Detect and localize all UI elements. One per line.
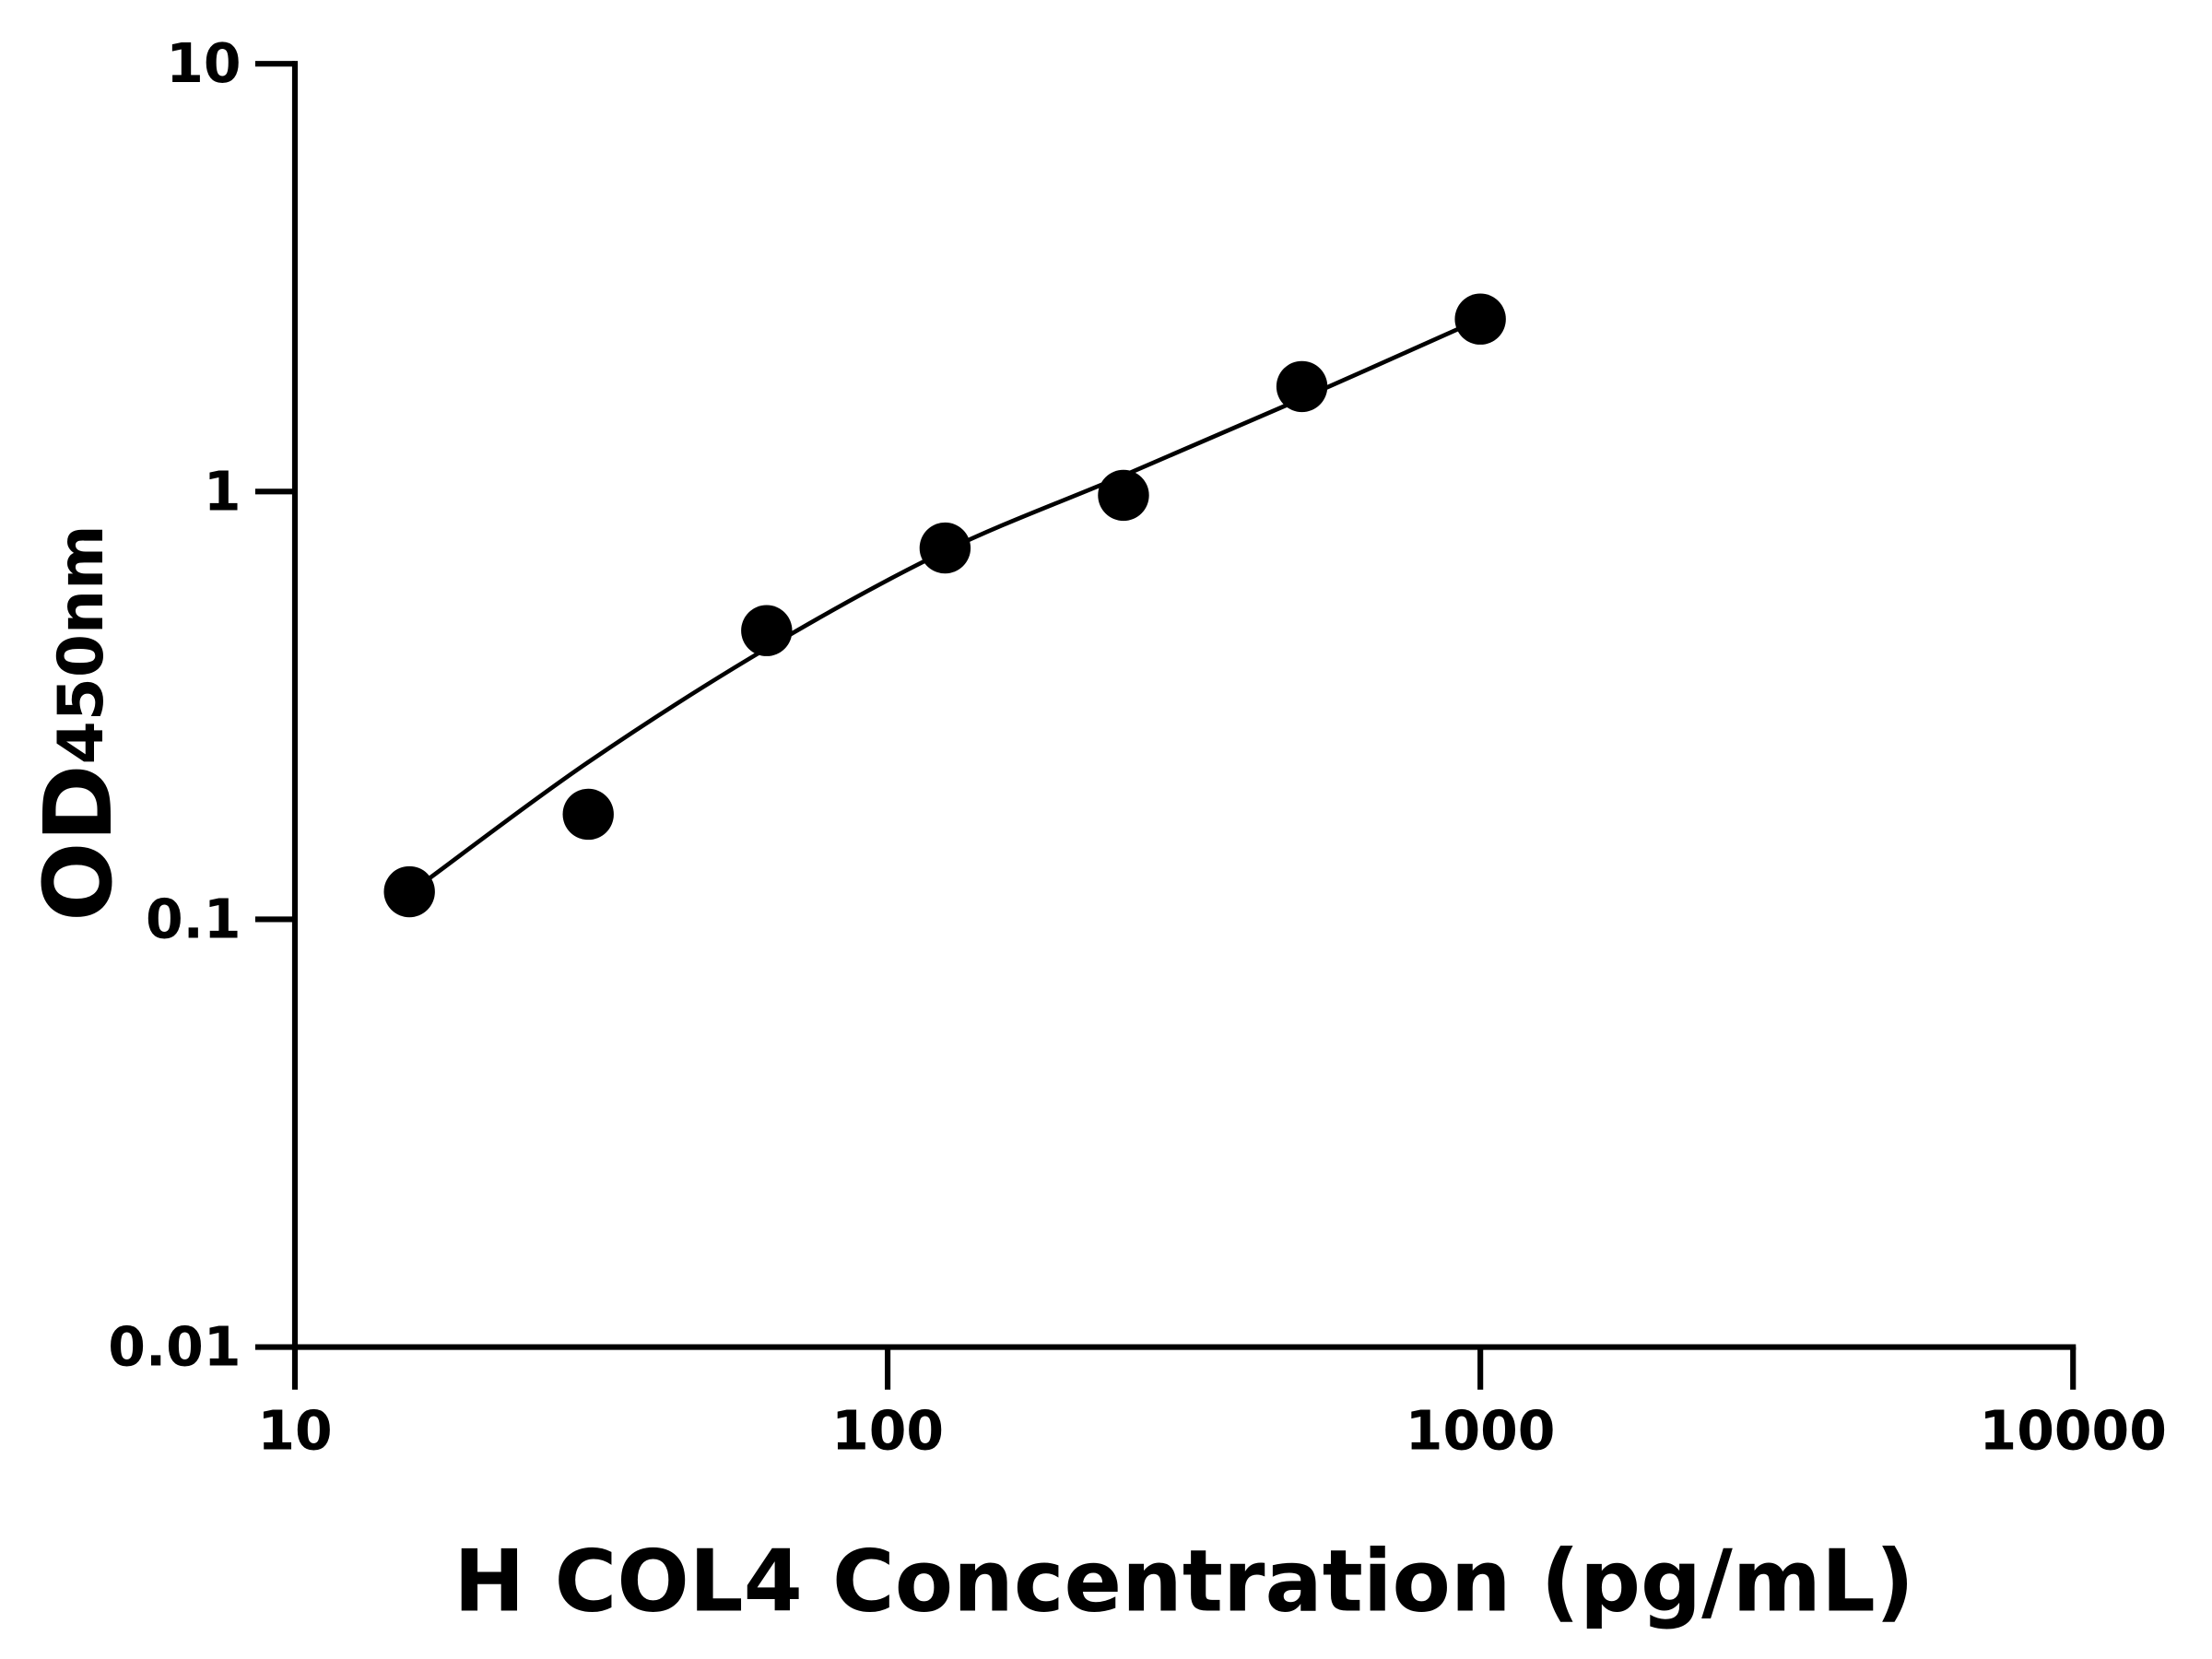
y-tick-label: 10 <box>166 32 241 95</box>
y-axis-label: OD450nm <box>24 524 133 922</box>
data-point <box>562 788 614 841</box>
x-tick-label: 10000 <box>1980 1399 2167 1462</box>
y-tick-label: 1 <box>204 460 241 523</box>
x-tick-label: 100 <box>831 1399 944 1462</box>
x-tick-label: 10 <box>257 1399 332 1462</box>
x-axis-label: H COL4 Concentration (pg/mL) <box>453 1532 1914 1631</box>
y-tick-label: 0.01 <box>108 1316 241 1379</box>
x-tick-label: 1000 <box>1406 1399 1556 1462</box>
data-point <box>919 522 971 574</box>
y-axis-label-subscript: 450nm <box>44 524 117 764</box>
y-tick-label: 0.1 <box>146 888 241 950</box>
data-point <box>1098 469 1149 522</box>
data-point <box>741 605 793 656</box>
data-point <box>1454 293 1506 345</box>
y-axis-label-main: OD <box>24 764 133 922</box>
data-point <box>383 865 435 918</box>
data-point <box>1276 360 1328 413</box>
